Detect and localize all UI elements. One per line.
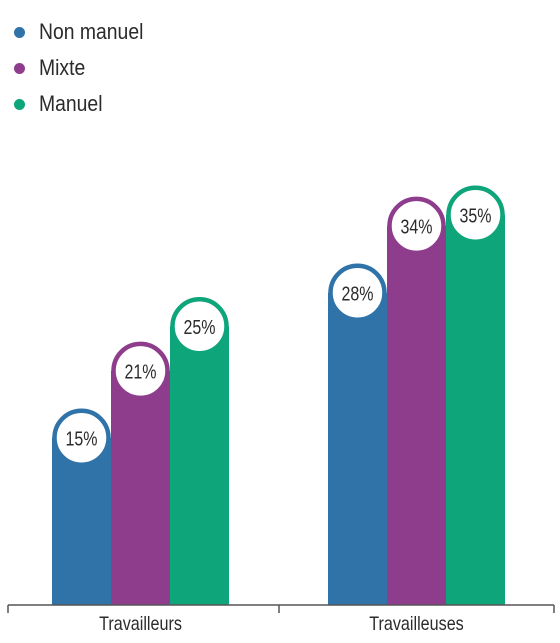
data-label-bubble bbox=[52, 408, 111, 467]
data-label-bubble bbox=[446, 185, 505, 244]
data-label-bubble bbox=[170, 297, 229, 356]
legend-label: Mixte bbox=[39, 55, 86, 80]
bar bbox=[387, 225, 446, 605]
data-label-bubble bbox=[111, 341, 170, 401]
data-label: 28% bbox=[341, 283, 373, 305]
bar bbox=[446, 214, 505, 605]
legend: Non manuel Mixte Manuel bbox=[14, 14, 158, 122]
x-tick-label: Travailleuses bbox=[369, 613, 464, 635]
legend-label: Manuel bbox=[39, 91, 103, 116]
data-label: 25% bbox=[183, 316, 215, 338]
data-label-bubble bbox=[387, 196, 446, 256]
x-tick-label: Travailleurs bbox=[99, 613, 182, 635]
legend-swatch bbox=[14, 26, 25, 38]
legend-item: Mixte bbox=[14, 50, 158, 86]
bar bbox=[170, 326, 229, 605]
data-label-bubble bbox=[328, 263, 387, 323]
bar bbox=[111, 370, 170, 605]
legend-label: Non manuel bbox=[39, 19, 144, 44]
data-label: 21% bbox=[124, 361, 156, 383]
legend-swatch bbox=[14, 98, 25, 110]
data-label: 15% bbox=[65, 428, 97, 450]
legend-swatch bbox=[14, 62, 25, 74]
legend-item: Manuel bbox=[14, 86, 158, 122]
data-label: 34% bbox=[400, 216, 432, 238]
data-label: 35% bbox=[459, 205, 491, 227]
legend-item: Non manuel bbox=[14, 14, 158, 50]
bar bbox=[328, 292, 387, 605]
